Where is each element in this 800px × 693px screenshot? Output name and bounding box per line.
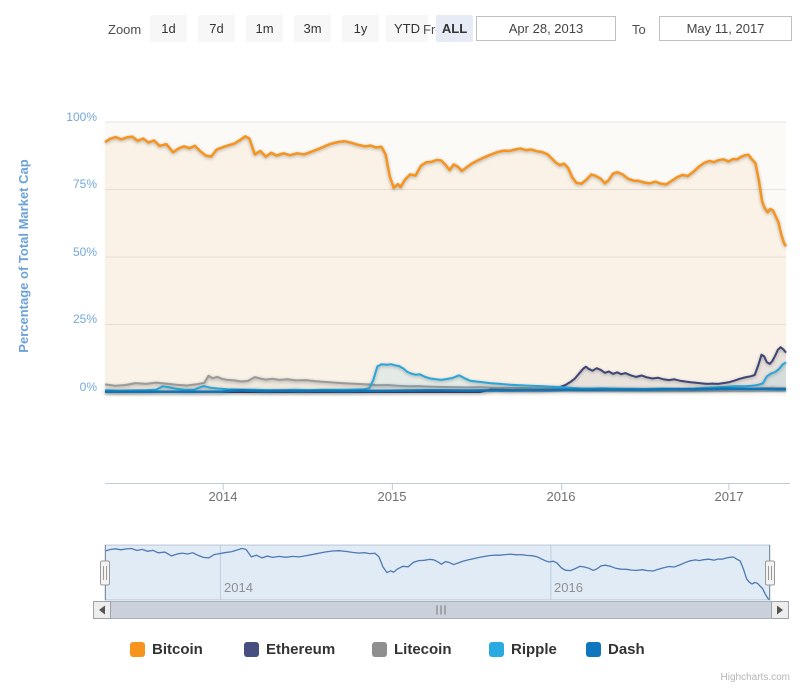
range-button-1y[interactable]: 1y bbox=[342, 15, 379, 42]
legend-item-bitcoin[interactable]: Bitcoin bbox=[130, 641, 203, 658]
navigator-label-2016: 2016 bbox=[554, 580, 583, 595]
x-tick-2015: 2015 bbox=[377, 489, 407, 504]
legend-item-litecoin[interactable]: Litecoin bbox=[372, 641, 452, 658]
navigator-handle-right[interactable] bbox=[765, 560, 775, 586]
plot-area[interactable] bbox=[105, 122, 786, 396]
range-button-3m[interactable]: 3m bbox=[294, 15, 331, 42]
navigator-handle-left[interactable] bbox=[100, 560, 110, 586]
to-date-input[interactable] bbox=[659, 16, 792, 41]
scrollbar-right-arrow-icon bbox=[777, 605, 783, 615]
dash-swatch-icon bbox=[586, 642, 601, 657]
legend-label: Bitcoin bbox=[152, 641, 203, 658]
navigator-label-2014: 2014 bbox=[224, 580, 253, 595]
legend-label: Dash bbox=[608, 641, 645, 658]
y-tick-50: 50% bbox=[72, 245, 97, 259]
from-date-input[interactable] bbox=[476, 16, 616, 41]
range-button-1d[interactable]: 1d bbox=[150, 15, 187, 42]
ripple-swatch-icon bbox=[489, 642, 504, 657]
series-line-bitcoin bbox=[104, 135, 788, 247]
litecoin-swatch-icon bbox=[372, 642, 387, 657]
zoom-label: Zoom bbox=[108, 22, 142, 37]
y-tick-0: 0% bbox=[79, 380, 97, 394]
legend-label: Ripple bbox=[511, 641, 557, 658]
range-button-all[interactable]: ALL bbox=[436, 15, 473, 42]
highcharts-credits-link[interactable]: Highcharts.com bbox=[720, 672, 790, 683]
navigator-series-line bbox=[104, 547, 771, 601]
y-tick-25: 25% bbox=[72, 312, 97, 326]
range-button-7d[interactable]: 7d bbox=[198, 15, 235, 42]
range-button-ytd[interactable]: YTD bbox=[386, 15, 428, 42]
range-button-1m[interactable]: 1m bbox=[246, 15, 283, 42]
legend-label: Ethereum bbox=[266, 641, 336, 658]
x-tick-2016: 2016 bbox=[546, 489, 576, 504]
series-area-bitcoin bbox=[105, 136, 786, 392]
legend-item-ripple[interactable]: Ripple bbox=[489, 641, 557, 658]
navigator-outline bbox=[104, 544, 771, 601]
y-tick-75: 75% bbox=[72, 177, 97, 191]
legend-item-dash[interactable]: Dash bbox=[586, 641, 645, 658]
ethereum-swatch-icon bbox=[244, 642, 259, 657]
legend-item-ethereum[interactable]: Ethereum bbox=[244, 641, 335, 658]
x-tick-2017: 2017 bbox=[714, 489, 744, 504]
y-axis-title: Percentage of Total Market Cap bbox=[16, 159, 31, 353]
y-tick-100: 100% bbox=[66, 110, 97, 124]
x-tick-2014: 2014 bbox=[208, 489, 238, 504]
navigator-mask[interactable] bbox=[105, 545, 770, 600]
series-line-dash bbox=[105, 387, 786, 393]
series-area-ethereum bbox=[105, 347, 786, 392]
bitcoin-swatch-icon bbox=[130, 642, 145, 657]
legend-label: Litecoin bbox=[394, 641, 452, 658]
scrollbar-left-arrow-icon bbox=[99, 605, 105, 615]
to-label: To bbox=[632, 22, 646, 37]
